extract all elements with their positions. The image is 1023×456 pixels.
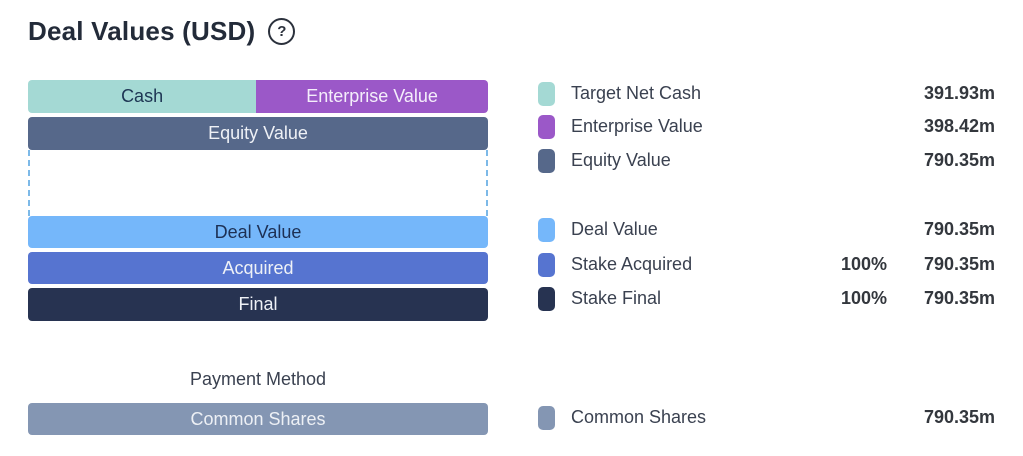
stake-acquired-bar: Acquired [28, 252, 488, 284]
legend-row-target-net-cash: Target Net Cash 391.93m [538, 81, 995, 106]
legend-label: Deal Value [571, 219, 658, 239]
enterprise-composition-bar: Cash Enterprise Value [28, 80, 488, 113]
legend-value: 790.35m [923, 288, 995, 308]
legend-label: Common Shares [571, 407, 707, 427]
stake-final-swatch-icon [538, 286, 555, 311]
legend-label: Stake Final [571, 288, 662, 308]
legend-row-deal-value: Deal Value 790.35m [538, 217, 995, 242]
legend-row-stake-final: Stake Final 100% 790.35m [538, 286, 995, 311]
common-shares-swatch-icon [538, 405, 555, 430]
legend-pct: 100% [840, 288, 887, 308]
legend-row-stake-acquired: Stake Acquired 100% 790.35m [538, 252, 995, 277]
stake-acquired-swatch-icon [538, 252, 555, 277]
deal-value-swatch-icon [538, 217, 555, 242]
legend-value: 398.42m [923, 116, 995, 136]
enterprise-value-bar-segment: Enterprise Value [256, 80, 488, 113]
equity-value-swatch-icon [538, 148, 555, 173]
equity-value-bar: Equity Value [28, 117, 488, 150]
legend-value: 790.35m [923, 150, 995, 170]
stake-final-bar: Final [28, 288, 488, 321]
legend-label: Target Net Cash [571, 83, 702, 103]
legend-value: 790.35m [923, 254, 995, 274]
legend-label: Stake Acquired [571, 254, 693, 274]
legend-row-equity-value: Equity Value 790.35m [538, 148, 995, 173]
legend-pct: 100% [840, 254, 887, 274]
payment-method-heading: Payment Method [189, 369, 327, 389]
deal-value-bar: Deal Value [28, 216, 488, 248]
target-net-cash-swatch-icon [538, 81, 555, 106]
help-icon[interactable]: ? [268, 18, 296, 45]
legend-row-common-shares: Common Shares 790.35m [538, 405, 995, 430]
cash-bar-segment: Cash [28, 80, 257, 113]
panel-header: Deal Values (USD) ? [28, 16, 296, 47]
legend-value: 391.93m [923, 83, 995, 103]
legend-label: Enterprise Value [571, 116, 703, 136]
common-shares-bar: Common Shares [28, 403, 488, 435]
legend-label: Equity Value [571, 150, 671, 170]
legend-value: 790.35m [923, 407, 995, 427]
legend-row-enterprise-value: Enterprise Value 398.42m [538, 114, 995, 139]
legend-value: 790.35m [923, 219, 995, 239]
enterprise-value-swatch-icon [538, 114, 555, 139]
dashed-connector [28, 150, 488, 216]
page-title: Deal Values (USD) [28, 16, 256, 46]
